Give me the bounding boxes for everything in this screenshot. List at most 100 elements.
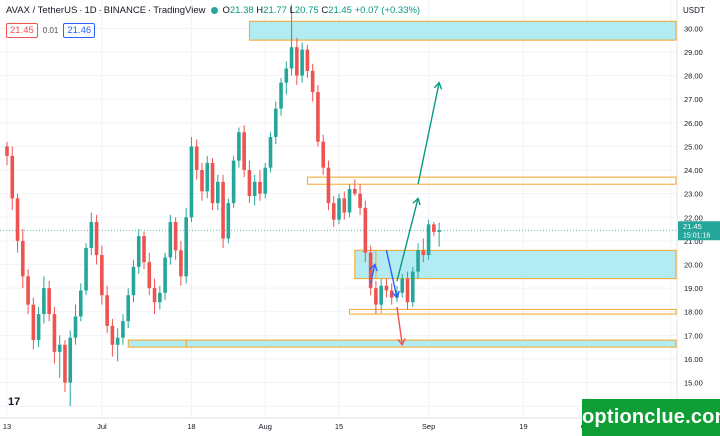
candle-body [52,314,57,352]
high-label: H [256,5,264,16]
candle-body [110,325,115,345]
candle-body [47,288,51,315]
candle-body [342,198,347,213]
change-value: +0.07 (+0.33%) [354,5,421,16]
candle-body [36,314,41,341]
close-value: 21.45 [328,5,352,16]
candle-body [184,217,188,277]
y-tick-label: 16.00 [684,355,703,364]
candle-body [368,252,373,289]
x-tick-label: 19 [519,422,527,431]
y-tick-label: 27.00 [684,95,703,104]
candle-body [295,47,299,76]
candle-body [426,224,431,256]
x-tick-label: 13 [3,422,11,431]
watermark-banner: optionclue.com [582,399,720,436]
source-label: TradingView [153,5,206,16]
interval-label[interactable]: 1D [84,5,97,16]
candle-body [289,47,294,69]
candle-body [242,132,246,171]
arrow-red-4 [396,306,403,345]
arrow-blue-3 [369,264,376,284]
y-tick-label: 17.00 [684,331,703,340]
candle-body [26,276,30,305]
candle-body [226,203,231,239]
candles [5,4,441,407]
candle-body [432,224,436,232]
tradingview-logo-icon[interactable]: 17 [8,396,21,408]
candle-body [158,292,162,303]
candle-body [237,132,241,161]
y-tick-label: 24.00 [684,166,703,175]
candle-body [84,247,88,291]
candle-body [78,290,83,317]
candle-body [273,108,278,137]
trade-panel: 21.45 0.01 21.46 [6,23,96,38]
candle-body [268,136,273,168]
chart-header: AVAX / TetherUS · 1D · BINANCE · TradingView O2… [6,5,421,16]
candle-body [247,170,252,197]
y-tick-label: 18.00 [684,308,703,317]
candle-body [258,181,262,194]
candle-body [331,203,336,220]
symbol-label[interactable]: AVAX / TetherUS [6,5,78,16]
spread-value: 0.01 [42,26,59,35]
candle-body [405,278,410,303]
last-price-value: 21.45 [683,222,702,231]
candle-body [121,321,125,338]
candle-body [216,181,220,204]
candle-body [363,207,368,253]
candle-body [374,288,378,305]
arrow-head-4 [397,338,406,347]
candle-body [321,141,325,168]
candle-body [152,288,157,303]
candle-body [384,285,389,291]
x-tick-label: 18 [187,422,195,431]
y-tick-label: 25.00 [684,142,703,151]
arrow-head-0 [412,197,421,206]
arrow-head-1 [433,81,443,90]
last-price-tag [678,221,720,241]
zone-1 [306,176,677,185]
candle-body [10,155,15,199]
exchange-label: BINANCE [103,5,147,16]
x-tick-label: Sep [422,422,435,431]
candle-body [300,49,304,76]
candle-body [416,250,420,272]
y-tick-label: 29.00 [684,48,703,57]
candle-body [126,295,131,322]
candle-body [21,240,25,277]
candle-body [168,221,173,258]
candle-body [194,146,199,171]
y-tick-label: 21.00 [684,237,703,246]
candle-body [68,337,73,383]
currency-label[interactable]: USDT [683,6,705,15]
arrow-green-0 [396,198,419,282]
candle-body [100,255,104,296]
candle-body [231,160,236,204]
candle-body [284,68,289,83]
candle-body [263,167,268,194]
sell-price-button[interactable]: 21.45 [6,23,38,38]
zone-0 [248,20,677,41]
grid-lines [0,0,676,418]
candle-body [421,250,426,256]
close-label: C [321,5,329,16]
candle-body [179,250,183,277]
countdown-value: 15:01:16 [683,232,710,239]
y-tick-label: 20.00 [684,260,703,269]
candle-body [189,146,194,218]
candle-body [358,193,362,208]
high-value: 21.77 [263,5,287,16]
candle-body [73,316,78,338]
candle-body [310,70,315,93]
candle-body [400,278,405,293]
x-tick-label: 15 [335,422,343,431]
arrow-head-3 [369,263,378,272]
market-status-icon [211,6,219,14]
y-tick-label: 15.00 [684,379,703,388]
y-tick-label: 23.00 [684,190,703,199]
candle-body [437,230,441,232]
buy-price-button[interactable]: 21.46 [63,23,96,38]
